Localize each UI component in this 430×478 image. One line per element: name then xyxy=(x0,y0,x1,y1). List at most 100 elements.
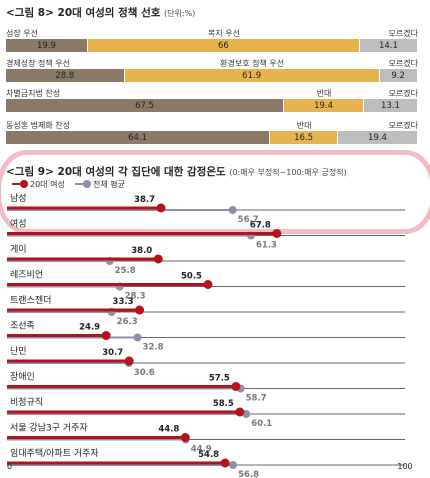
figure8-segment-label: 동성혼 법제화 찬성 xyxy=(6,121,70,130)
category-label: 레즈비언 xyxy=(10,269,43,281)
figure8-segment-label: 반대 xyxy=(316,89,332,98)
category-label: 난민 xyxy=(10,346,27,357)
figure8-segment: 28.8 xyxy=(6,69,125,82)
overall-value-label: 28.3 xyxy=(125,292,146,302)
women20-value-label: 38.0 xyxy=(131,246,152,256)
figure8-segment: 13.1 xyxy=(364,99,418,112)
figure8-row-labels: 차별금지법 찬성 반대 모르겠다 xyxy=(6,88,418,99)
figure8-segment-label: 반대 xyxy=(296,121,312,130)
overall-point xyxy=(228,206,237,214)
figure8-row: 성장 우선 복지 우선 모르겠다 19.9 66 14.1 xyxy=(6,28,418,52)
overall-value-label: 30.6 xyxy=(134,368,155,378)
figure8-row: 동성혼 법제화 찬성 반대 모르겠다 64.1 16.5 19.4 xyxy=(6,120,418,144)
women20-value-label: 30.7 xyxy=(102,348,123,358)
women20-point xyxy=(220,458,230,468)
figure8-segment-label: 모르겠다 xyxy=(388,121,418,130)
figure8-segment: 19.4 xyxy=(338,131,418,144)
legend-label-women20: 20대 여성 xyxy=(30,180,65,189)
figure9-legend: 20대 여성 전체 평균 xyxy=(12,179,125,190)
category-label: 조선족 xyxy=(10,321,35,332)
overall-value-label: 25.8 xyxy=(115,266,136,276)
women20-value-label: 67.8 xyxy=(250,221,271,231)
overall-value-label: 58.7 xyxy=(246,394,267,404)
legend-item-overall: 전체 평균 xyxy=(75,180,125,189)
figure8-segment: 14.1 xyxy=(359,39,418,52)
women20-point xyxy=(180,433,190,442)
women20-value-label: 24.9 xyxy=(79,323,100,333)
figure8-title-text: <그림 8> 20대 여성의 정책 선호 xyxy=(6,7,161,19)
legend-line-overall xyxy=(75,183,83,185)
women20-value-label: 50.5 xyxy=(181,272,202,282)
figure8-unit: (단위:%) xyxy=(164,9,196,18)
figure8-segment-label: 복지 우선 xyxy=(207,29,240,38)
figure8-segment: 19.4 xyxy=(284,99,365,112)
overall-value-label: 56.8 xyxy=(238,470,259,478)
legend-item-women20: 20대 여성 xyxy=(12,180,67,189)
figure8-segment-label: 모르겠다 xyxy=(388,89,418,98)
category-label: 게이 xyxy=(10,244,27,255)
overall-value-label: 44.9 xyxy=(191,445,212,455)
women20-value-label: 38.7 xyxy=(134,195,155,205)
overall-value-label: 26.3 xyxy=(117,317,138,327)
figure8-row: 차별금지법 찬성 반대 모르겠다 67.5 19.4 13.1 xyxy=(6,88,418,112)
x-tick-label: 0 xyxy=(7,462,12,471)
figure8-row: 경제성장 정책 우선 환경보호 정책 우선 모르겠다 28.8 61.9 9.2 xyxy=(6,58,418,82)
figure8-bar: 67.5 19.4 13.1 xyxy=(6,99,418,112)
figure9-subtitle: (0:매우 부정적~100:매우 긍정적) xyxy=(229,168,347,177)
women20-point xyxy=(231,382,241,391)
figure8-segment-label: 성장 우선 xyxy=(6,29,38,38)
overall-value-label: 56.7 xyxy=(238,215,259,225)
women20-value-label: 58.5 xyxy=(213,399,234,409)
category-label: 장애인 xyxy=(10,372,35,383)
legend-line-women20 xyxy=(12,183,20,185)
overall-point xyxy=(229,461,238,469)
figure8-segment-label: 경제성장 정책 우선 xyxy=(6,59,70,68)
figure8-segment: 16.5 xyxy=(270,131,339,144)
women20-value-label: 54.8 xyxy=(198,450,219,460)
women20-value-label: 57.5 xyxy=(209,374,230,384)
legend-label-overall: 전체 평균 xyxy=(93,180,125,189)
figure8-bar: 19.9 66 14.1 xyxy=(6,39,418,52)
legend-dot-women20 xyxy=(20,180,28,188)
figure8-segment-label: 환경보호 정책 우선 xyxy=(220,59,285,68)
overall-value-label: 61.3 xyxy=(256,241,277,251)
category-label: 서울 강남3구 거주자 xyxy=(10,423,88,434)
women20-point xyxy=(272,229,282,238)
figure8-segment: 9.2 xyxy=(379,69,418,82)
category-label: 트랜스젠더 xyxy=(10,295,51,306)
overall-value-label: 32.8 xyxy=(143,343,164,353)
x-tick-label: 100 xyxy=(397,462,412,471)
women20-value-label: 33.3 xyxy=(113,297,134,307)
figure8-row-labels: 동성혼 법제화 찬성 반대 모르겠다 xyxy=(6,120,418,131)
women20-point xyxy=(153,254,163,264)
women20-point xyxy=(235,407,245,417)
category-label: 남성 xyxy=(10,193,27,204)
women20-point xyxy=(101,331,111,340)
women20-point xyxy=(135,305,145,315)
figure8-bar: 28.8 61.9 9.2 xyxy=(6,69,418,82)
figure8-segment: 64.1 xyxy=(6,131,271,144)
figure8-segment: 61.9 xyxy=(124,69,380,82)
category-label: 비정규직 xyxy=(10,397,43,408)
overall-value-label: 60.1 xyxy=(251,419,272,429)
women20-value-label: 44.8 xyxy=(158,425,179,435)
legend-dot-overall xyxy=(83,180,91,188)
category-label: 여성 xyxy=(10,218,27,230)
women20-point xyxy=(124,356,134,366)
figure8-segment: 66 xyxy=(87,39,360,52)
figure9-title: <그림 9> 20대 여성의 각 집단에 대한 감정온도 (0:매우 부정적~1… xyxy=(6,164,347,179)
figure8-title: <그림 8> 20대 여성의 정책 선호 (단위:%) xyxy=(6,5,195,20)
figure8-segment-label: 모르겠다 xyxy=(388,29,418,38)
figure8-row-labels: 성장 우선 복지 우선 모르겠다 xyxy=(6,28,418,39)
women20-point xyxy=(156,203,166,213)
figure8-segment: 19.9 xyxy=(6,39,88,52)
overall-point xyxy=(133,333,142,342)
figure8-segment: 67.5 xyxy=(6,99,285,112)
figure8-segment-label: 차별금지법 찬성 xyxy=(6,89,61,98)
women20-point xyxy=(203,280,213,289)
figure8-segment-label: 모르겠다 xyxy=(388,59,418,68)
figure8-bar: 64.1 16.5 19.4 xyxy=(6,131,418,144)
category-label: 임대주택/아파트 거주자 xyxy=(10,447,99,459)
figure9-title-text: <그림 9> 20대 여성의 각 집단에 대한 감정온도 xyxy=(6,166,226,178)
